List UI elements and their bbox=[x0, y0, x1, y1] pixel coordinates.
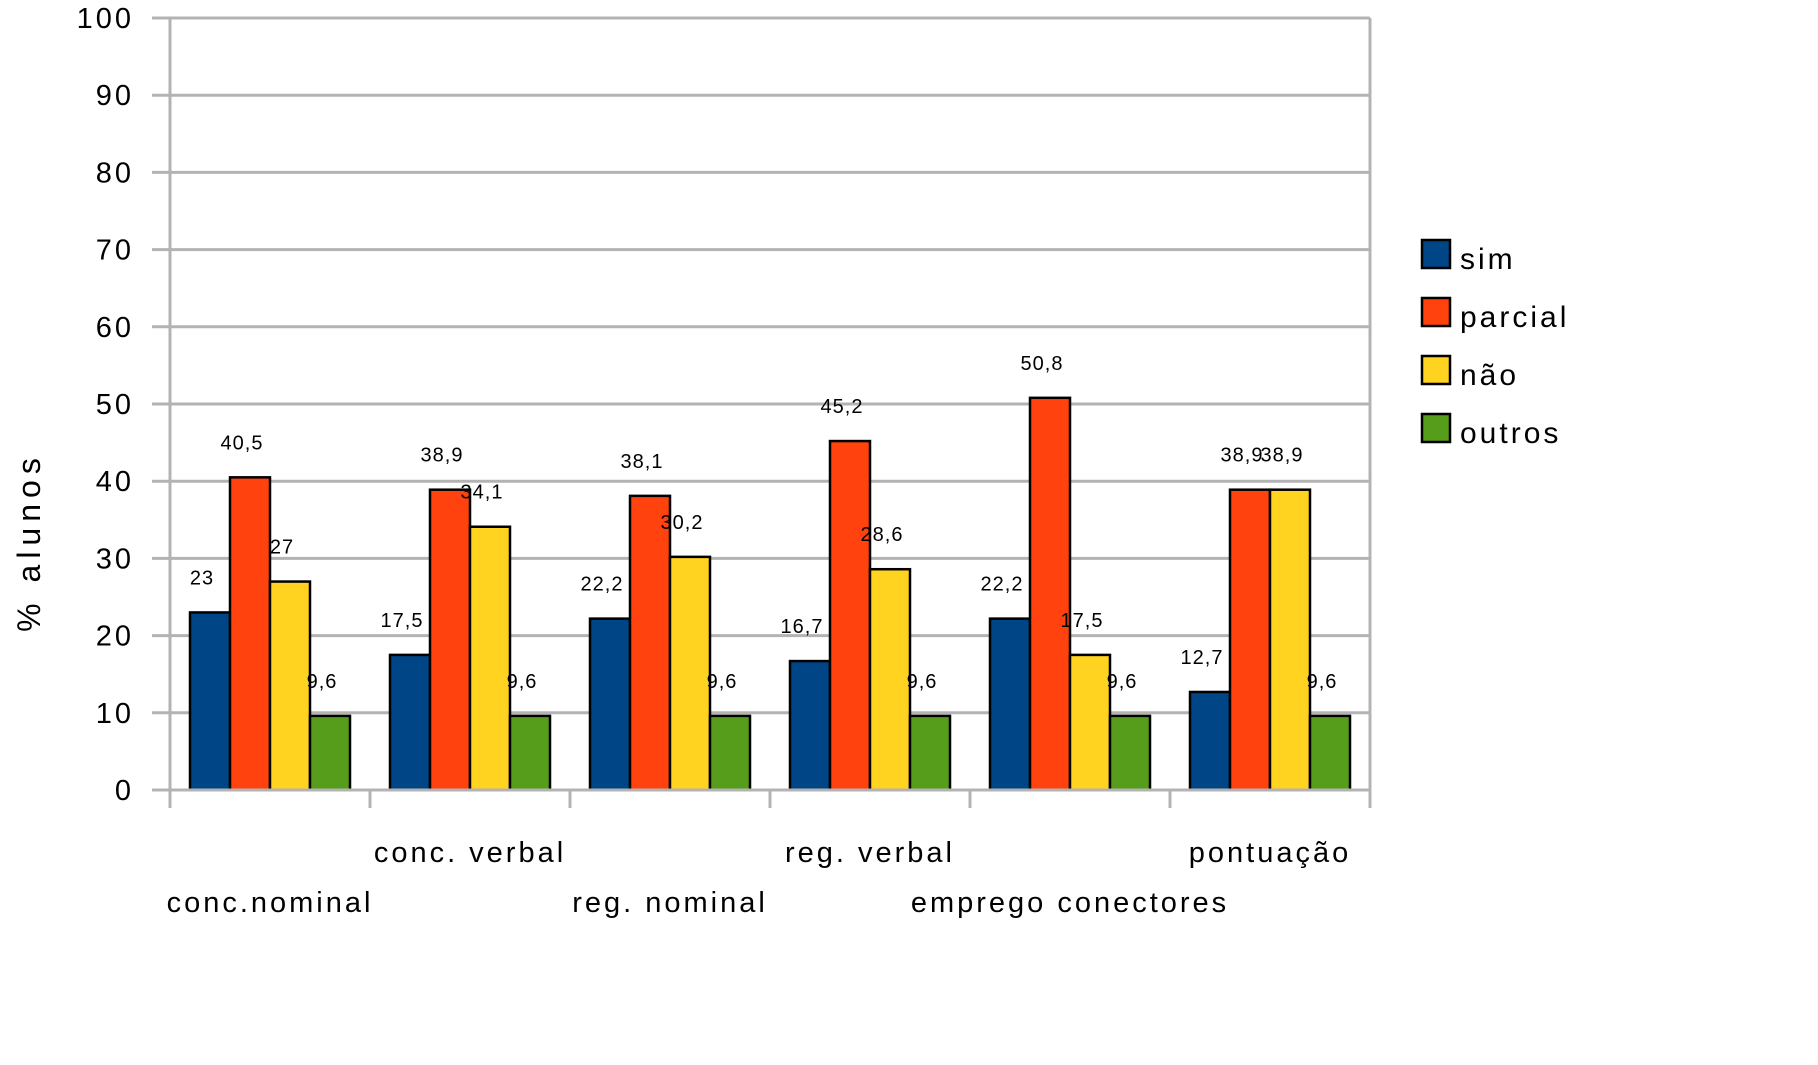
bar-não-3 bbox=[868, 567, 912, 792]
data-label: 12,7 bbox=[1181, 647, 1224, 669]
data-label: 34,1 bbox=[461, 482, 504, 504]
y-axis-label: % alunos bbox=[11, 452, 47, 632]
bar-sim-3 bbox=[788, 659, 832, 792]
x-tick-label: reg. verbal bbox=[785, 837, 955, 869]
legend-label-parcial: parcial bbox=[1460, 301, 1569, 334]
data-label: 38,9 bbox=[421, 445, 464, 467]
data-label: 9,6 bbox=[707, 671, 738, 693]
x-tick-label: conc.nominal bbox=[167, 887, 374, 919]
legend-swatch-parcial bbox=[1420, 296, 1452, 328]
legend: sim parcial não outros bbox=[1420, 238, 1569, 450]
data-label: 22,2 bbox=[981, 574, 1024, 596]
bar-parcial-1 bbox=[428, 488, 472, 792]
bar-outros-5 bbox=[1308, 714, 1352, 792]
data-label: 16,7 bbox=[781, 616, 824, 638]
bar-não-1 bbox=[468, 525, 512, 792]
bar-não-5 bbox=[1268, 488, 1312, 792]
bar-não-4 bbox=[1068, 653, 1112, 792]
data-label: 45,2 bbox=[821, 396, 864, 418]
bar-sim-0 bbox=[188, 611, 232, 792]
x-tick-label: reg. nominal bbox=[572, 887, 768, 919]
bar-parcial-4 bbox=[1028, 396, 1072, 792]
bar-parcial-5 bbox=[1228, 488, 1272, 792]
data-label: 50,8 bbox=[1021, 353, 1064, 375]
x-tick-label: conc. verbal bbox=[374, 837, 566, 869]
y-tick-label: 20 bbox=[96, 621, 134, 653]
y-tick-label: 60 bbox=[96, 312, 134, 344]
data-label: 28,6 bbox=[861, 524, 904, 546]
bar-parcial-3 bbox=[828, 439, 872, 792]
axes: 0 10 20 30 40 50 60 70 80 90 100 conc.nominalconc. … bbox=[77, 3, 1372, 919]
bars bbox=[188, 396, 1352, 792]
bar-outros-4 bbox=[1108, 714, 1152, 792]
bar-sim-1 bbox=[388, 653, 432, 792]
legend-swatch-outros bbox=[1420, 412, 1452, 444]
x-tick-label: pontuação bbox=[1189, 837, 1351, 869]
gridlines bbox=[170, 16, 1370, 792]
bar-parcial-2 bbox=[628, 494, 672, 792]
y-tick-label: 0 bbox=[115, 775, 134, 807]
legend-label-sim: sim bbox=[1460, 243, 1516, 276]
y-tick-label: 100 bbox=[77, 3, 134, 35]
legend-swatch-sim bbox=[1420, 238, 1452, 270]
y-tick-label: 40 bbox=[96, 466, 134, 498]
bar-sim-4 bbox=[988, 617, 1032, 792]
data-label: 27 bbox=[270, 537, 294, 559]
x-tick-label: emprego conectores bbox=[911, 887, 1229, 919]
y-tick-label: 10 bbox=[96, 698, 134, 730]
data-label: 38,1 bbox=[621, 451, 664, 473]
y-tick-label: 70 bbox=[96, 235, 134, 267]
y-tick-label: 90 bbox=[96, 80, 134, 112]
bar-não-0 bbox=[268, 580, 312, 792]
bar-outros-2 bbox=[708, 714, 752, 792]
legend-label-outros: outros bbox=[1460, 417, 1561, 450]
data-label: 17,5 bbox=[381, 610, 424, 632]
data-label: 9,6 bbox=[507, 671, 538, 693]
data-label: 30,2 bbox=[661, 512, 704, 534]
data-label: 9,6 bbox=[1107, 671, 1138, 693]
y-tick-label: 30 bbox=[96, 543, 134, 575]
bar-outros-0 bbox=[308, 714, 352, 792]
data-label: 9,6 bbox=[1307, 671, 1338, 693]
y-tick-label: 80 bbox=[96, 157, 134, 189]
bar-sim-2 bbox=[588, 617, 632, 792]
legend-label-não: não bbox=[1460, 359, 1519, 392]
data-label: 22,2 bbox=[581, 574, 624, 596]
bar-outros-1 bbox=[508, 714, 552, 792]
data-labels: 23 40,5 27 9,6 17,5 38,9 34,1 9,6 22,2 38,1 30,2 9,… bbox=[190, 353, 1338, 693]
data-label: 38,9 bbox=[1261, 445, 1304, 467]
legend-swatch-não bbox=[1420, 354, 1452, 386]
data-label: 40,5 bbox=[221, 432, 264, 454]
bar-parcial-0 bbox=[228, 476, 272, 792]
bar-outros-3 bbox=[908, 714, 952, 792]
data-label: 23 bbox=[190, 567, 214, 589]
data-label: 9,6 bbox=[907, 671, 938, 693]
bar-sim-5 bbox=[1188, 690, 1232, 792]
y-tick-label: 50 bbox=[96, 389, 134, 421]
data-label: 9,6 bbox=[307, 671, 338, 693]
data-label: 17,5 bbox=[1061, 610, 1104, 632]
bar-não-2 bbox=[668, 555, 712, 792]
data-label: 38,9 bbox=[1221, 445, 1264, 467]
